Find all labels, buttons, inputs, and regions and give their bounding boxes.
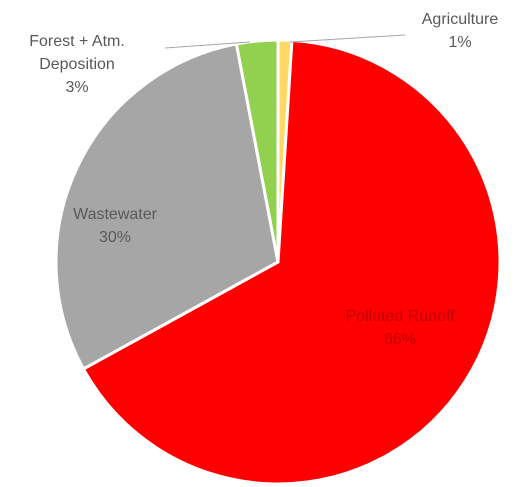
slice-value-label: 1% (448, 34, 472, 51)
slice-label: Polluted Runoff (345, 308, 455, 325)
pie-slice (54, 42, 280, 371)
slice-label: Agriculture (421, 11, 499, 28)
slice-value-label: 66% (383, 331, 417, 348)
slice-value-label: 30% (98, 229, 132, 246)
leader-line (289, 34, 406, 43)
pie-slice (81, 38, 502, 486)
slice-value-label: 3% (65, 79, 89, 96)
slice-label: Wastewater (73, 206, 157, 223)
slice-label: Forest + Atm. Deposition (29, 33, 125, 73)
leader-line (164, 41, 251, 49)
pie-slice (234, 38, 280, 263)
